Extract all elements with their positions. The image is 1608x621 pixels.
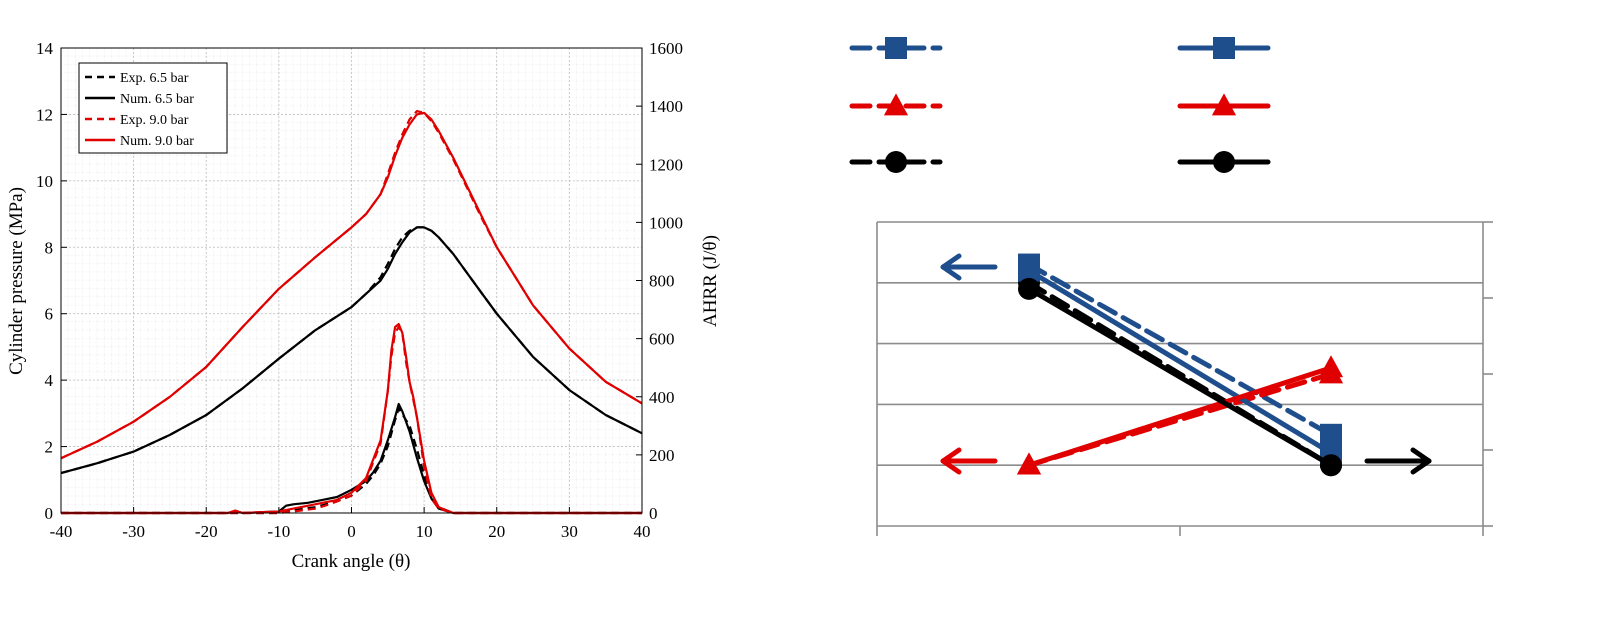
x-tick-label: 30 [561,522,578,541]
y-tick-label: 14 [36,39,54,58]
x-axis-label: Crank angle (θ) [292,551,411,572]
y-axis-label: Cylinder pressure (MPa) [6,187,27,375]
x-tick-label: 20 [488,522,505,541]
triangle-marker [1211,93,1237,116]
square-marker [1320,423,1342,446]
arrow-head [940,447,962,475]
circle-marker [1320,454,1342,477]
circle-marker [1018,277,1040,300]
y2-tick-label: 600 [649,330,675,349]
series-line-triangle [1026,365,1334,468]
legend-label: Num. 6.5 bar [120,92,194,107]
arrow-head [940,253,962,281]
series-line-square [1026,262,1334,438]
triangle-marker [883,93,909,116]
pressure-ahrr-chart: -40 -30 -20 -10 0 10 20 30 40 0 2 4 6 8 10 12 14 0 200 40… [6,39,721,572]
y-tick-label: 10 [36,172,53,191]
y-tick-label: 6 [45,305,54,324]
horizontal-gridlines [877,221,1483,467]
series-line-exp-9-0-bar-left [60,109,643,460]
x-tick-label: -30 [122,522,145,541]
y-tick-label: 4 [45,371,54,390]
legend-label: Num. 9.0 bar [120,134,194,149]
square-marker [1213,37,1235,59]
y2-tick-label: 1200 [649,155,683,174]
series-line-num-9-0-bar-left [60,111,643,460]
circle-marker [885,151,907,173]
y2-tick-label: 400 [649,388,675,407]
y2-axis-label: AHRR (J/θ) [700,235,721,327]
series [1016,253,1344,477]
series-line-circle [1026,286,1334,468]
y2-tick-label: 1400 [649,97,683,116]
y2-tick-label: 200 [649,446,675,465]
y2-axis-ticks: 0 200 400 600 800 1000 1200 1400 1600 [636,39,683,523]
x-axis-ticks: -40 -30 -20 -10 0 10 20 30 40 [50,507,651,541]
y2-tick-label: 800 [649,272,675,291]
x-tick-label: -40 [50,522,73,541]
square-marker [1018,259,1040,282]
y-tick-label: 12 [36,105,53,124]
comparison-chart [849,37,1493,536]
y2-tick-label: 1600 [649,39,683,58]
series-line-circle [1026,280,1334,468]
triangle-marker [1318,355,1344,378]
axes [876,221,1493,536]
legend: Exp. 6.5 bar Num. 6.5 bar Exp. 9.0 bar Num.… [78,62,228,154]
y-tick-label: 0 [45,504,54,523]
series-line-square [1026,268,1334,456]
y-tick-label: 8 [45,238,54,257]
square-marker [885,37,907,59]
x-tick-label: 40 [634,522,651,541]
arrow-head [1410,447,1432,475]
y-tick-label: 2 [45,438,54,457]
series-line-num-6-5-bar-left [60,226,643,475]
triangle-marker [1016,452,1042,475]
legend-label: Exp. 6.5 bar [120,71,189,86]
legend [849,37,1271,173]
circle-marker [1213,151,1235,173]
y-axis-ticks: 0 2 4 6 8 10 12 14 [36,39,67,523]
x-tick-label: 0 [347,522,356,541]
y2-tick-label: 1000 [649,213,683,232]
x-tick-label: -20 [195,522,218,541]
legend-label: Exp. 9.0 bar [120,113,189,128]
y2-tick-label: 0 [649,504,658,523]
annotation-arrows [940,253,1432,475]
x-tick-label: -10 [268,522,291,541]
x-tick-label: 10 [416,522,433,541]
